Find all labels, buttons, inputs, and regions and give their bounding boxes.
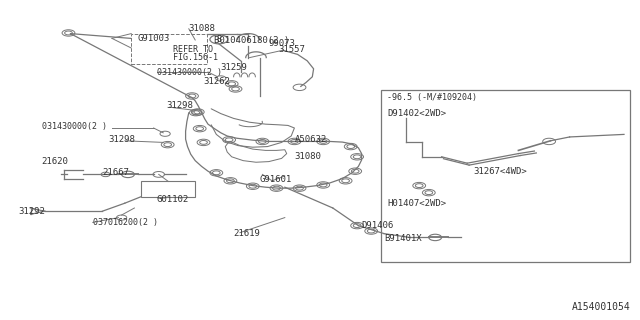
- Text: G91003: G91003: [138, 34, 170, 43]
- Text: D91402<2WD>: D91402<2WD>: [387, 109, 446, 118]
- Text: FIG.156-1: FIG.156-1: [173, 53, 218, 62]
- Text: B91401X: B91401X: [384, 234, 422, 243]
- Bar: [381, 90, 630, 262]
- Text: G01102: G01102: [157, 196, 189, 204]
- Text: A154001054: A154001054: [572, 302, 630, 312]
- Bar: [131, 34, 207, 64]
- Text: -96.5 (-M/#109204): -96.5 (-M/#109204): [387, 93, 477, 102]
- Text: 31259: 31259: [221, 63, 248, 72]
- Text: G91601: G91601: [259, 175, 291, 184]
- Text: REFER TO: REFER TO: [173, 45, 212, 54]
- Text: 21667: 21667: [102, 168, 129, 177]
- Text: 31292: 31292: [18, 207, 45, 216]
- Text: 037016200(2 ): 037016200(2 ): [93, 218, 158, 227]
- Text: B010406180(2 ): B010406180(2 ): [214, 36, 290, 44]
- Text: 21620: 21620: [42, 157, 68, 166]
- Text: 31088: 31088: [189, 24, 216, 33]
- Text: 31080: 31080: [294, 152, 321, 161]
- Text: 21619: 21619: [234, 229, 260, 238]
- Text: 31557: 31557: [278, 45, 305, 54]
- Text: A50632: A50632: [294, 135, 326, 144]
- Text: 031430000(2 ): 031430000(2 ): [157, 68, 222, 76]
- Text: 31262: 31262: [204, 77, 230, 86]
- Text: 99073: 99073: [269, 39, 296, 48]
- Text: 31267<4WD>: 31267<4WD>: [474, 167, 527, 176]
- Bar: [141, 181, 195, 197]
- Text: H01407<2WD>: H01407<2WD>: [387, 199, 446, 208]
- Text: B: B: [216, 35, 221, 44]
- Text: 31298: 31298: [109, 135, 136, 144]
- Text: 031430000(2 ): 031430000(2 ): [42, 122, 107, 131]
- Text: 31298: 31298: [166, 101, 193, 110]
- Text: D91406: D91406: [362, 221, 394, 230]
